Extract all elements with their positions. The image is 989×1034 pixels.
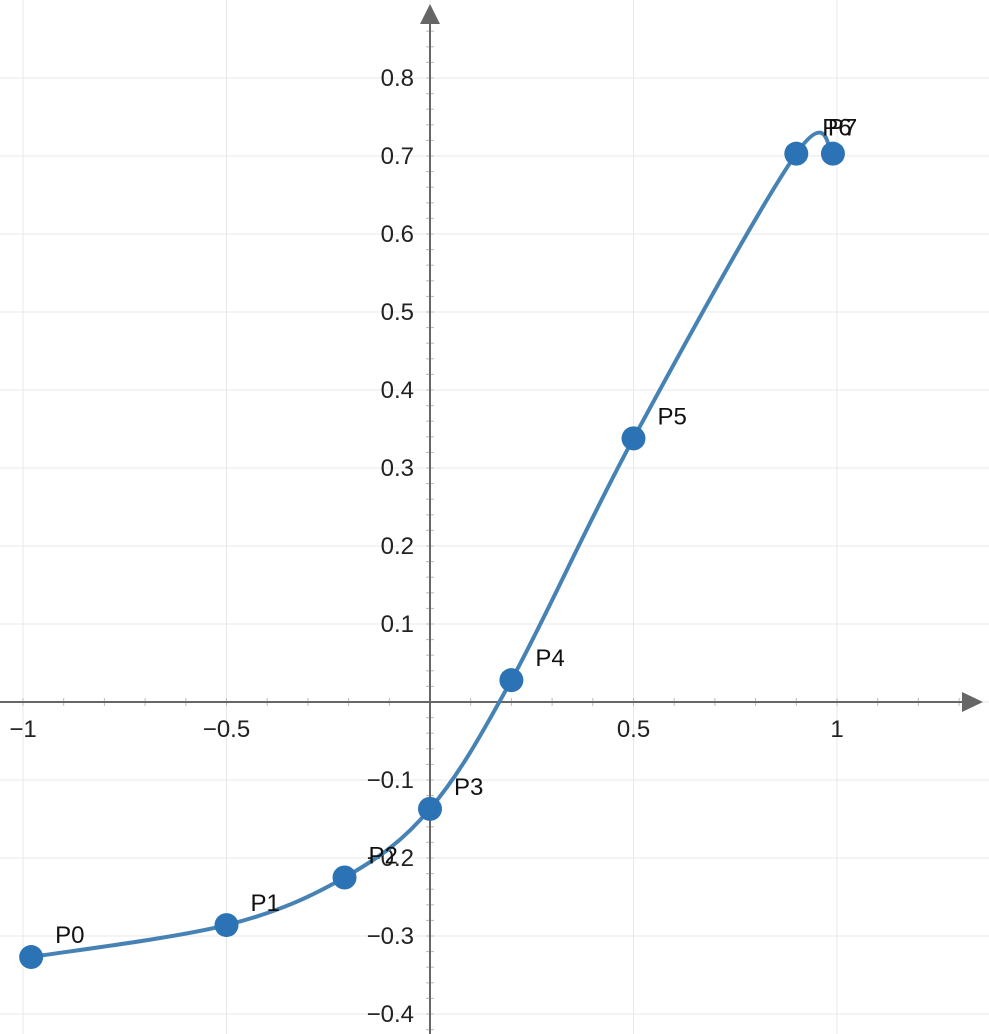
y-tick-label: 0.8: [381, 65, 414, 92]
x-tick-label: −1: [9, 716, 36, 743]
y-tick-label: 0.6: [381, 221, 414, 248]
y-tick-label: −0.4: [367, 1001, 414, 1028]
data-point-label: P3: [454, 774, 483, 801]
data-point: [621, 426, 646, 451]
y-tick-label: 0.1: [381, 611, 414, 638]
y-tick-label: 0.3: [381, 455, 414, 482]
data-point: [332, 865, 357, 890]
y-tick-label: 0.5: [381, 299, 414, 326]
x-tick-label: 1: [830, 716, 843, 743]
data-point: [19, 945, 44, 970]
data-point: [820, 141, 845, 166]
data-point-label: P5: [658, 403, 687, 430]
y-tick-label: 0.2: [381, 533, 414, 560]
data-point-label: P7: [828, 115, 857, 142]
data-point: [499, 668, 524, 693]
y-tick-label: 0.4: [381, 377, 414, 404]
axes: [0, 4, 983, 1034]
y-tick-label: −0.3: [367, 923, 414, 950]
data-point-label: P1: [251, 890, 280, 917]
series-line: [29, 130, 835, 960]
x-axis-arrow: [962, 692, 983, 712]
curve-layer: [29, 130, 835, 960]
data-point-label: P2: [369, 843, 398, 870]
data-point-label: P4: [535, 645, 564, 672]
x-tick-label: 0.5: [617, 716, 650, 743]
y-tick-label: 0.7: [381, 143, 414, 170]
y-axis-arrow: [420, 4, 440, 24]
data-point-label: P6: [822, 115, 851, 142]
data-point: [784, 141, 809, 166]
x-tick-label: −0.5: [203, 716, 250, 743]
data-point: [214, 913, 239, 938]
data-point-label: P0: [55, 922, 84, 949]
data-point: [418, 796, 442, 821]
y-tick-label: −0.1: [367, 767, 414, 794]
tick-labels: −1 −0.5 0.5 1 0.8 0.7 0.6 0.5 0.4 0.3 0.2 0.1 −0.1 −0…: [9, 65, 843, 1028]
data-points: [19, 141, 845, 970]
